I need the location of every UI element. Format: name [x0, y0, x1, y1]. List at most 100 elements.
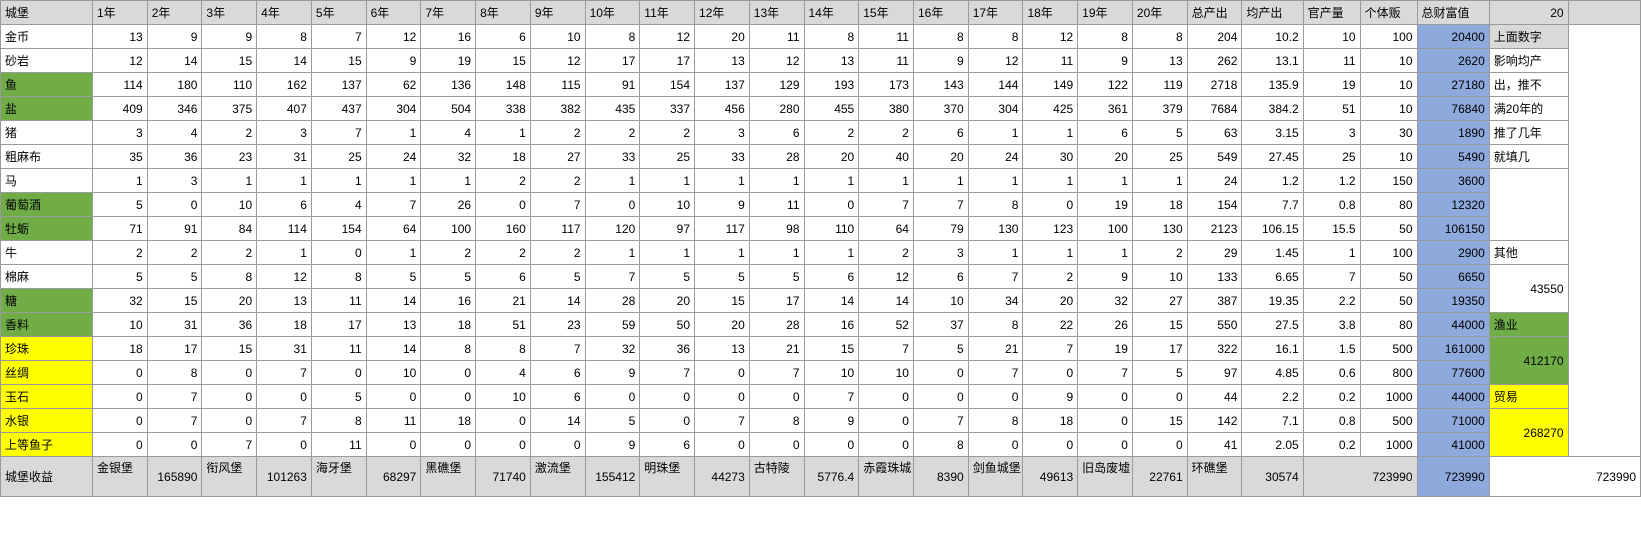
row-label: 牡蛎 [1, 217, 93, 241]
cell-value: 4 [311, 193, 366, 217]
cell-gov: 0.6 [1303, 361, 1360, 385]
cell-total: 71000 [1417, 409, 1489, 433]
cell-avg: 4.85 [1242, 361, 1303, 385]
cell-value: 6 [640, 433, 695, 457]
cell-sum: 204 [1187, 25, 1242, 49]
cell-value: 6 [530, 361, 585, 385]
cell-value: 6 [476, 25, 531, 49]
cell-avg: 3.15 [1242, 121, 1303, 145]
cell-value: 3 [913, 241, 968, 265]
cell-value: 14 [147, 49, 202, 73]
cell-value: 370 [913, 97, 968, 121]
cell-value: 13 [92, 25, 147, 49]
cell-sum: 322 [1187, 337, 1242, 361]
cell-value: 7 [257, 361, 312, 385]
cell-value: 0 [421, 433, 476, 457]
cell-ind: 800 [1360, 361, 1417, 385]
cell-gov: 0.8 [1303, 193, 1360, 217]
cell-value: 2 [476, 241, 531, 265]
footer-castle-name: 黑礁堡 [421, 457, 476, 497]
cell-value: 11 [749, 25, 804, 49]
cell-value: 380 [859, 97, 914, 121]
footer-castle-val: 155412 [585, 457, 640, 497]
cell-value: 2 [147, 241, 202, 265]
cell-value: 0 [749, 433, 804, 457]
cell-value: 28 [749, 313, 804, 337]
cell-value: 0 [257, 385, 312, 409]
cell-value: 5 [311, 385, 366, 409]
cell-value: 4 [147, 121, 202, 145]
cell-ind: 10 [1360, 145, 1417, 169]
cell-value: 7 [1023, 337, 1078, 361]
cell-value: 7 [695, 409, 750, 433]
cell-value: 338 [476, 97, 531, 121]
cell-value: 0 [311, 361, 366, 385]
cell-total: 5490 [1417, 145, 1489, 169]
footer-castle-val: 49613 [1023, 457, 1078, 497]
cell-value: 9 [366, 49, 421, 73]
cell-gov: 3 [1303, 121, 1360, 145]
cell-value: 79 [913, 217, 968, 241]
cell-value: 10 [202, 193, 257, 217]
cell-value: 2 [585, 121, 640, 145]
row-label: 牛 [1, 241, 93, 265]
cell-value: 1 [1023, 241, 1078, 265]
cell-ind: 150 [1360, 169, 1417, 193]
cell-total: 2620 [1417, 49, 1489, 73]
cell-avg: 13.1 [1242, 49, 1303, 73]
cell-avg: 2.2 [1242, 385, 1303, 409]
header-avg: 均产出 [1242, 1, 1303, 25]
cell-value: 5 [92, 193, 147, 217]
cell-value: 21 [968, 337, 1023, 361]
cell-value: 1 [1023, 169, 1078, 193]
side-note: 就填几 [1489, 145, 1568, 169]
cell-value: 2 [1023, 265, 1078, 289]
cell-value: 59 [585, 313, 640, 337]
cell-gov: 3.8 [1303, 313, 1360, 337]
header-year-6: 6年 [366, 1, 421, 25]
cell-value: 5 [913, 337, 968, 361]
header-year-11: 11年 [640, 1, 695, 25]
footer-castle-val: 165890 [147, 457, 202, 497]
cell-value: 36 [202, 313, 257, 337]
side-merge [1489, 169, 1568, 241]
cell-value: 361 [1078, 97, 1133, 121]
cell-value: 409 [92, 97, 147, 121]
cell-value: 1 [695, 241, 750, 265]
cell-avg: 10.2 [1242, 25, 1303, 49]
cell-avg: 106.15 [1242, 217, 1303, 241]
cell-value: 21 [476, 289, 531, 313]
cell-value: 114 [257, 217, 312, 241]
cell-ind: 10 [1360, 97, 1417, 121]
side-note: 其他 [1489, 241, 1568, 265]
cell-value: 0 [1132, 385, 1187, 409]
cell-value: 117 [530, 217, 585, 241]
cell-value: 137 [311, 73, 366, 97]
cell-value: 8 [804, 25, 859, 49]
cell-value: 120 [585, 217, 640, 241]
cell-sum: 549 [1187, 145, 1242, 169]
cell-avg: 1.2 [1242, 169, 1303, 193]
footer-tail1: 723990 [1303, 457, 1417, 497]
cell-value: 180 [147, 73, 202, 97]
header-blank-far [1568, 1, 1640, 25]
header-year-9: 9年 [530, 1, 585, 25]
cell-value: 173 [859, 73, 914, 97]
cell-value: 437 [311, 97, 366, 121]
cell-total: 3600 [1417, 169, 1489, 193]
footer-castle-val: 8390 [913, 457, 968, 497]
cell-value: 25 [640, 145, 695, 169]
cell-ind: 100 [1360, 25, 1417, 49]
row-label: 鱼 [1, 73, 93, 97]
cell-value: 6 [913, 265, 968, 289]
cell-gov: 7 [1303, 265, 1360, 289]
cell-value: 1 [476, 121, 531, 145]
cell-value: 149 [1023, 73, 1078, 97]
cell-value: 11 [749, 193, 804, 217]
cell-value: 18 [1132, 193, 1187, 217]
row-label: 珍珠 [1, 337, 93, 361]
cell-value: 14 [530, 409, 585, 433]
cell-avg: 384.2 [1242, 97, 1303, 121]
cell-value: 24 [366, 145, 421, 169]
cell-value: 100 [421, 217, 476, 241]
